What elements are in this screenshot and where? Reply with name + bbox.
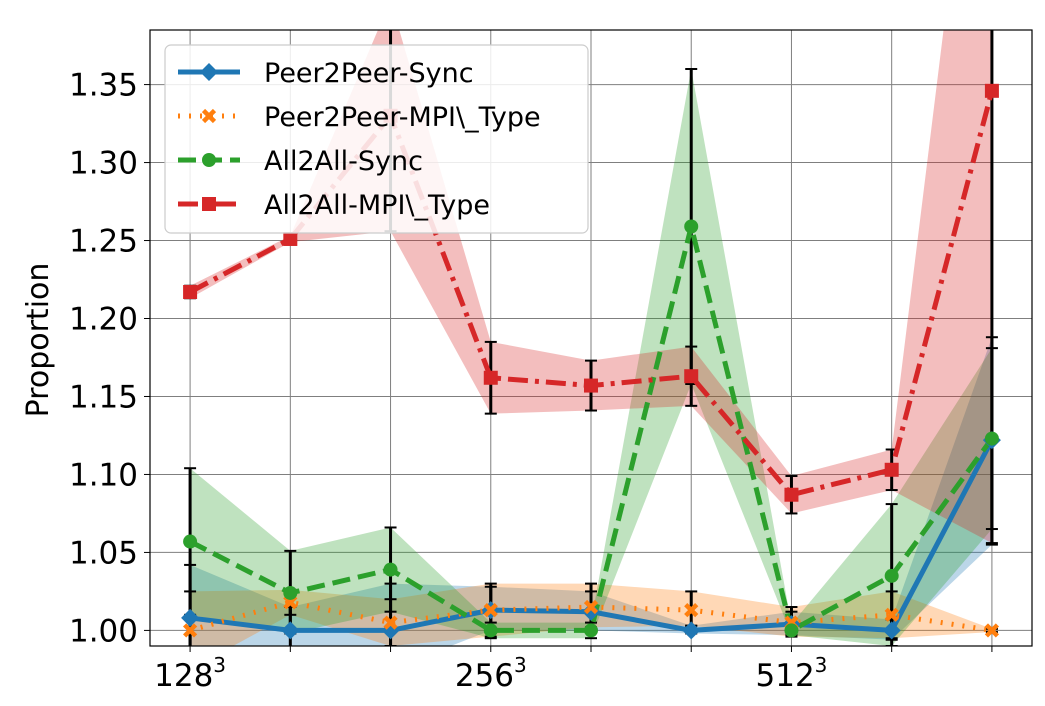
band-0 [190, 337, 992, 646]
y-tick-label: 1.20 [69, 302, 138, 338]
data-point [183, 284, 198, 299]
data-point [684, 603, 699, 618]
legend-marker [202, 153, 216, 167]
y-tick-label: 1.00 [69, 613, 138, 649]
data-point [483, 623, 498, 638]
x-marker-stroke [383, 615, 398, 630]
data-point [281, 621, 300, 640]
data-point [784, 623, 799, 638]
legend-marker [201, 108, 217, 124]
data-point [984, 83, 999, 98]
data-point [684, 369, 699, 384]
y-tick-label: 1.10 [69, 457, 138, 493]
data-point [183, 534, 198, 549]
data-point [684, 219, 699, 234]
x-marker-stroke [583, 599, 599, 615]
data-point [383, 615, 398, 630]
data-point [784, 487, 799, 502]
x-marker-stroke [201, 108, 217, 124]
y-tick-label: 1.15 [69, 379, 138, 415]
legend-marker [202, 197, 216, 211]
data-point [984, 431, 999, 446]
y-axis: 1.00 1.05 1.10 1.15 1.20 1.25 1.30 1.35 [69, 68, 150, 649]
data-point [984, 623, 1000, 638]
x-tick-base: 256 [455, 658, 514, 694]
legend-label: Peer2Peer-MPI\_Type [264, 102, 541, 133]
data-point [283, 231, 298, 246]
x-marker-stroke [483, 603, 498, 618]
y-tick-label: 1.30 [69, 146, 138, 182]
data-point [884, 568, 899, 583]
data-point [882, 621, 901, 640]
y-tick-label: 1.05 [69, 535, 138, 571]
data-point [584, 623, 598, 638]
y-axis-title: Proportion [21, 263, 56, 418]
x-marker-stroke [884, 607, 899, 622]
data-point [582, 602, 600, 621]
legend-label: All2All-MPI\_Type [264, 190, 490, 221]
data-point [182, 623, 198, 638]
legend-marker [200, 63, 218, 81]
x-tick-base: 128 [154, 658, 213, 694]
data-point [682, 621, 701, 640]
data-point [483, 370, 498, 385]
x-tick-exponent: 3 [815, 653, 828, 677]
data-point [884, 462, 899, 477]
data-point [884, 607, 899, 622]
data-point [283, 585, 298, 600]
x-marker-stroke [684, 603, 699, 618]
legend-label: All2All-Sync [264, 146, 423, 177]
x-marker-stroke [984, 623, 1000, 638]
x-tick-label: 2563 [455, 653, 527, 694]
data-point [181, 608, 200, 627]
data-point [483, 603, 498, 618]
x-marker-stroke [182, 623, 198, 638]
legend-label: Peer2Peer-Sync [264, 58, 474, 89]
x-axis: 1283 2563 5123 [154, 646, 993, 694]
x-tick-base: 512 [756, 658, 815, 694]
x-tick-exponent: 3 [213, 653, 226, 677]
x-tick-label: 5123 [756, 653, 828, 694]
x-tick-label: 1283 [154, 653, 226, 694]
data-point [383, 562, 398, 577]
y-tick-label: 1.25 [69, 224, 138, 260]
legend-box [164, 44, 589, 234]
data-point [584, 378, 598, 393]
y-tick-label: 1.35 [69, 68, 138, 104]
legend: Peer2Peer-Sync Peer2Peer-MPI\_Type All2All… [164, 44, 589, 234]
x-tick-exponent: 3 [514, 653, 527, 677]
data-point [583, 599, 599, 615]
